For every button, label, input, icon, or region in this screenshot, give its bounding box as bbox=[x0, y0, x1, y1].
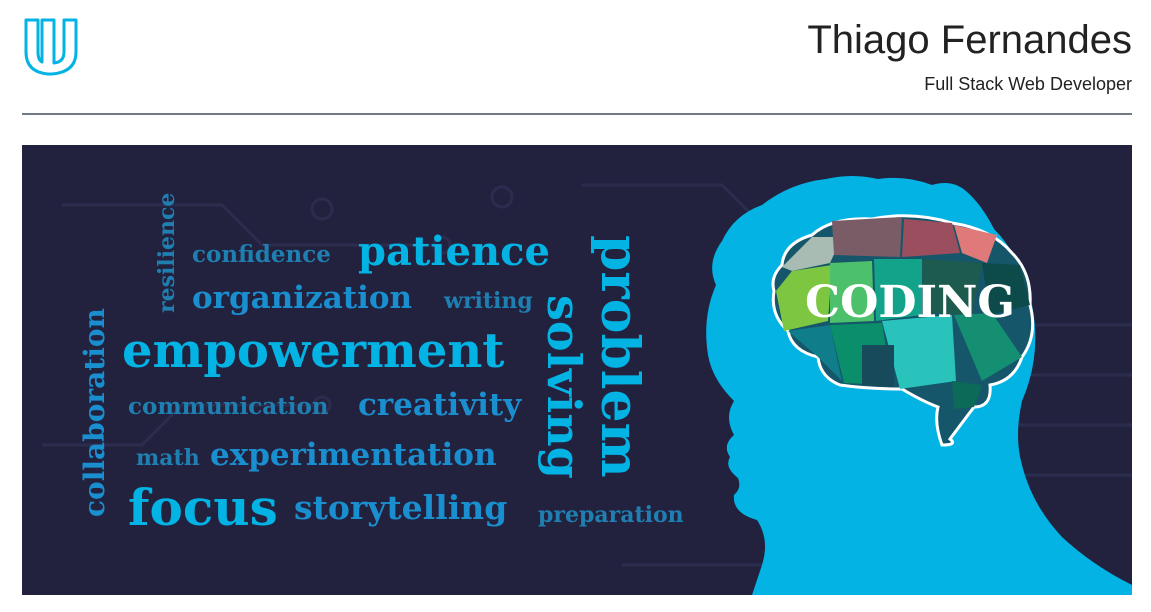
word-communication: communication bbox=[128, 393, 329, 420]
word-cloud: resilience confidence patience organizat… bbox=[78, 193, 684, 537]
word-cloud-illustration: CODING resilience confidence patience or… bbox=[42, 176, 1132, 595]
word-patience: patience bbox=[358, 228, 550, 275]
word-creativity: creativity bbox=[358, 387, 522, 423]
word-solving: solving bbox=[537, 295, 591, 479]
word-empowerment: empowerment bbox=[122, 323, 504, 379]
profile-name: Thiago Fernandes bbox=[807, 18, 1132, 62]
word-math: math bbox=[136, 445, 200, 471]
word-writing: writing bbox=[443, 288, 533, 314]
word-confidence: confidence bbox=[192, 241, 331, 268]
page-header: Thiago Fernandes Full Stack Web Develope… bbox=[0, 0, 1151, 120]
brain-label: CODING bbox=[805, 277, 1015, 328]
hero-banner: CODING resilience confidence patience or… bbox=[22, 145, 1132, 595]
word-experimentation: experimentation bbox=[210, 437, 497, 473]
brain-segments bbox=[776, 217, 1030, 409]
word-resilience: resilience bbox=[154, 193, 180, 313]
word-collaboration: collaboration bbox=[78, 308, 111, 517]
word-preparation: preparation bbox=[538, 502, 684, 528]
word-problem: problem bbox=[589, 235, 650, 478]
header-divider bbox=[22, 113, 1132, 115]
word-storytelling: storytelling bbox=[294, 488, 507, 527]
udacity-logo-icon[interactable] bbox=[22, 16, 82, 78]
word-organization: organization bbox=[192, 280, 412, 316]
word-focus: focus bbox=[128, 478, 278, 537]
profile-subtitle: Full Stack Web Developer bbox=[924, 74, 1132, 94]
